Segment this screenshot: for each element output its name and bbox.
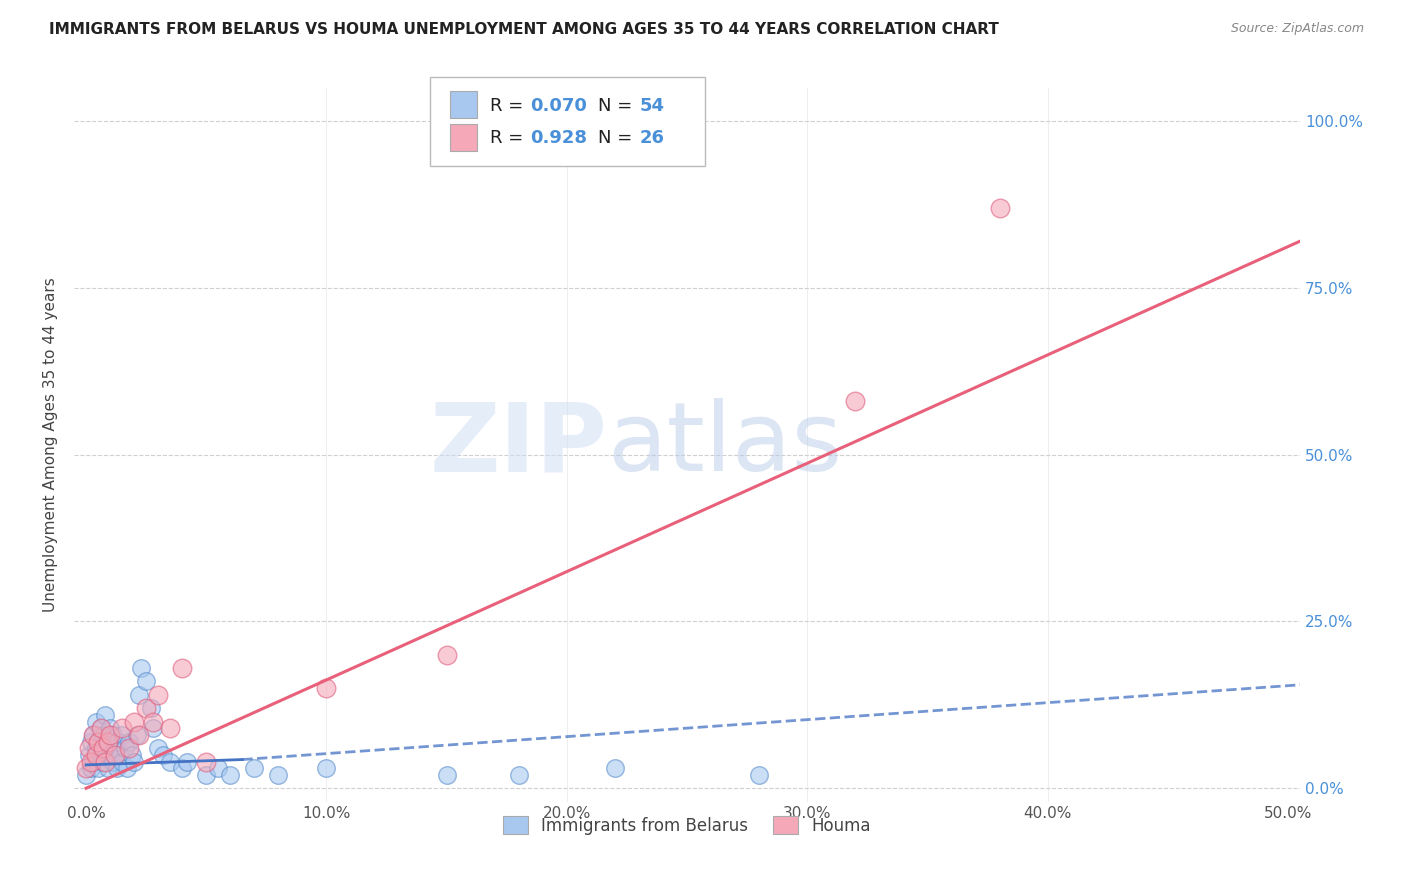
Point	[988, 201, 1011, 215]
Point	[84, 747, 107, 762]
Point	[436, 648, 458, 662]
Point	[82, 728, 104, 742]
Point	[152, 747, 174, 762]
Point	[90, 721, 112, 735]
Point	[98, 721, 121, 735]
Point	[207, 761, 229, 775]
Point	[94, 755, 117, 769]
Point	[159, 721, 181, 735]
Point	[97, 734, 120, 748]
Point	[111, 755, 134, 769]
Point	[172, 761, 194, 775]
Point	[111, 728, 134, 742]
Y-axis label: Unemployment Among Ages 35 to 44 years: Unemployment Among Ages 35 to 44 years	[44, 277, 58, 612]
Point	[128, 728, 150, 742]
Point	[75, 768, 97, 782]
Point	[128, 688, 150, 702]
Point	[84, 714, 107, 729]
Point	[94, 741, 117, 756]
Point	[97, 734, 120, 748]
Point	[148, 688, 170, 702]
Point	[172, 661, 194, 675]
Point	[90, 747, 112, 762]
Bar	[450, 91, 478, 119]
Point	[104, 741, 127, 756]
Point	[87, 734, 110, 748]
Point	[87, 761, 110, 775]
Point	[508, 768, 530, 782]
Point	[748, 768, 770, 782]
Point	[98, 747, 121, 762]
Point	[105, 734, 128, 748]
Point	[90, 721, 112, 735]
Text: 0.928: 0.928	[530, 129, 588, 147]
Point	[139, 701, 162, 715]
Point	[80, 755, 103, 769]
Text: N =: N =	[598, 96, 637, 114]
Point	[77, 747, 100, 762]
Point	[195, 768, 218, 782]
Text: 54: 54	[640, 96, 664, 114]
Point	[108, 747, 131, 762]
Point	[131, 661, 153, 675]
Point	[114, 741, 136, 756]
Bar	[450, 124, 478, 152]
Point	[91, 741, 114, 756]
Text: N =: N =	[598, 129, 637, 147]
Point	[315, 681, 337, 695]
Point	[122, 755, 145, 769]
Point	[104, 747, 127, 762]
Point	[98, 728, 121, 742]
Point	[135, 701, 157, 715]
Point	[87, 734, 110, 748]
Point	[82, 728, 104, 742]
Legend: Immigrants from Belarus, Houma: Immigrants from Belarus, Houma	[495, 808, 880, 843]
Text: 26: 26	[640, 129, 664, 147]
Point	[142, 721, 165, 735]
Point	[121, 747, 143, 762]
Text: Source: ZipAtlas.com: Source: ZipAtlas.com	[1230, 22, 1364, 36]
Text: IMMIGRANTS FROM BELARUS VS HOUMA UNEMPLOYMENT AMONG AGES 35 TO 44 YEARS CORRELAT: IMMIGRANTS FROM BELARUS VS HOUMA UNEMPLO…	[49, 22, 1000, 37]
Point	[84, 741, 107, 756]
Text: atlas: atlas	[607, 398, 842, 491]
Point	[105, 761, 128, 775]
Point	[80, 734, 103, 748]
Point	[243, 761, 266, 775]
Point	[142, 714, 165, 729]
Point	[91, 755, 114, 769]
Point	[82, 755, 104, 769]
Point	[219, 768, 242, 782]
Point	[315, 761, 337, 775]
FancyBboxPatch shape	[430, 77, 706, 166]
Point	[91, 728, 114, 742]
Point	[115, 761, 138, 775]
Point	[94, 707, 117, 722]
Point	[118, 741, 141, 756]
Point	[111, 721, 134, 735]
Point	[97, 761, 120, 775]
Point	[176, 755, 198, 769]
Point	[603, 761, 626, 775]
Point	[267, 768, 290, 782]
Point	[844, 394, 866, 409]
Point	[75, 761, 97, 775]
Text: R =: R =	[489, 129, 529, 147]
Point	[122, 714, 145, 729]
Text: ZIP: ZIP	[429, 398, 607, 491]
Point	[436, 768, 458, 782]
Point	[148, 741, 170, 756]
Point	[125, 728, 148, 742]
Point	[159, 755, 181, 769]
Point	[101, 755, 124, 769]
Text: R =: R =	[489, 96, 529, 114]
Point	[118, 734, 141, 748]
Text: 0.070: 0.070	[530, 96, 588, 114]
Point	[135, 674, 157, 689]
Point	[80, 761, 103, 775]
Point	[195, 755, 218, 769]
Point	[77, 741, 100, 756]
Point	[101, 728, 124, 742]
